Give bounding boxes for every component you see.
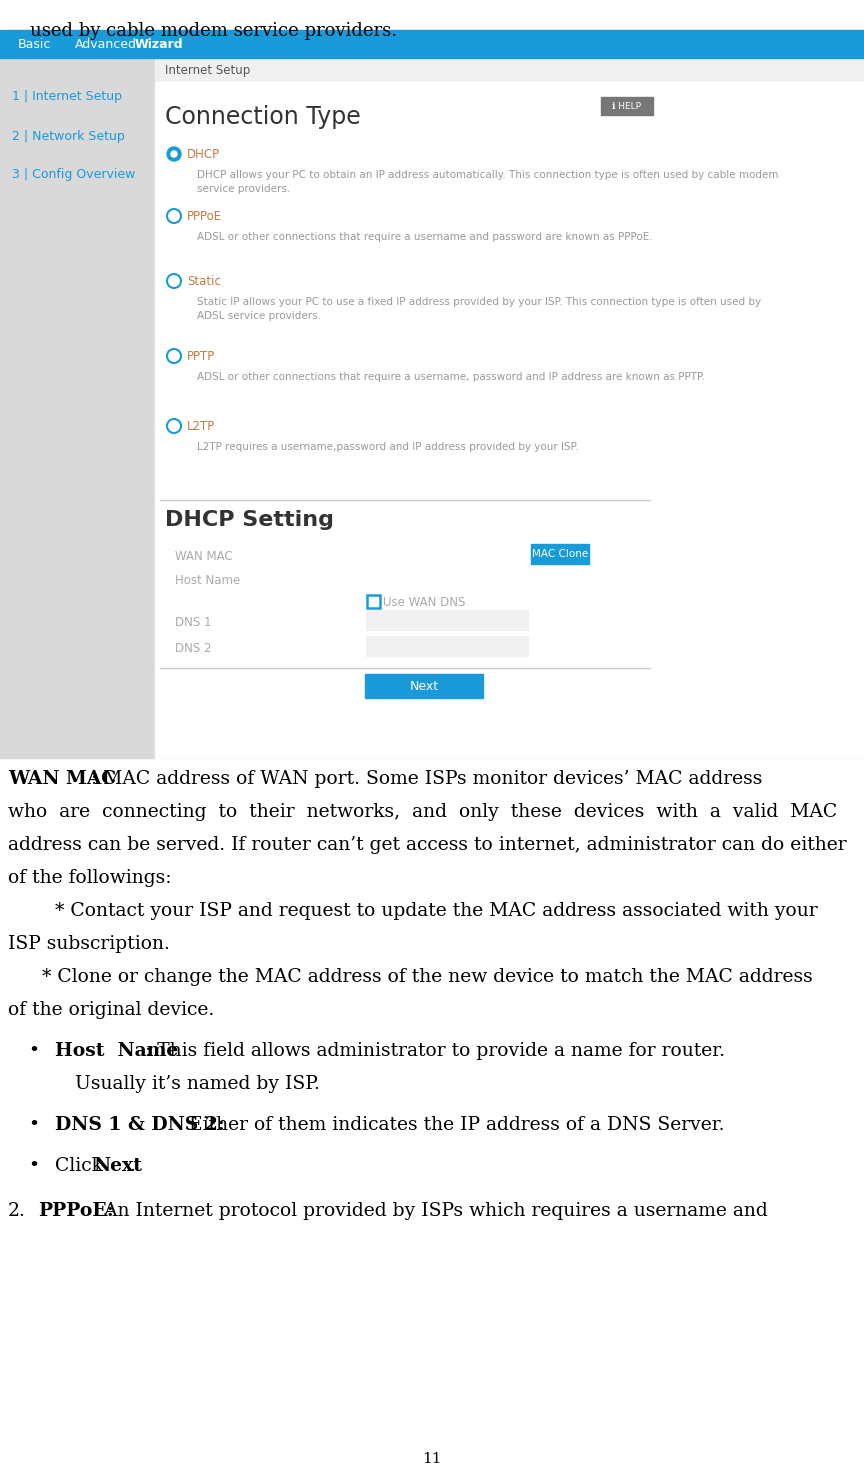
- Text: ADSL service providers.: ADSL service providers.: [197, 311, 321, 322]
- Text: Advanced: Advanced: [75, 38, 137, 50]
- Text: PPTP: PPTP: [187, 350, 215, 363]
- Text: Connection Type: Connection Type: [165, 104, 361, 129]
- Text: •: •: [28, 1042, 39, 1061]
- Bar: [366, 636, 528, 657]
- Text: service providers.: service providers.: [197, 184, 290, 194]
- Text: An Internet protocol provided by ISPs which requires a username and: An Internet protocol provided by ISPs wh…: [98, 1202, 768, 1219]
- Bar: [601, 97, 653, 115]
- Bar: [0, 57, 864, 758]
- Text: Usually it’s named by ISP.: Usually it’s named by ISP.: [75, 1075, 320, 1093]
- Text: ISP subscription.: ISP subscription.: [8, 934, 170, 953]
- Text: : MAC address of WAN port. Some ISPs monitor devices’ MAC address: : MAC address of WAN port. Some ISPs mon…: [91, 770, 762, 787]
- Text: DNS 1: DNS 1: [175, 616, 212, 629]
- Text: : This field allows administrator to provide a name for router.: : This field allows administrator to pro…: [145, 1042, 725, 1061]
- Text: Host  Name: Host Name: [55, 1042, 178, 1061]
- Text: Either of them indicates the IP address of a DNS Server.: Either of them indicates the IP address …: [183, 1116, 725, 1134]
- Text: PPPoE: PPPoE: [187, 210, 222, 222]
- Text: Static: Static: [187, 275, 221, 288]
- Bar: [365, 674, 483, 698]
- Text: Host Name: Host Name: [175, 573, 240, 586]
- Text: of the followings:: of the followings:: [8, 870, 171, 887]
- Text: Internet Setup: Internet Setup: [165, 63, 251, 76]
- Text: who  are  connecting  to  their  networks,  and  only  these  devices  with  a  : who are connecting to their networks, an…: [8, 804, 837, 821]
- Bar: [0, 57, 155, 758]
- Bar: [366, 569, 528, 588]
- Text: Static IP allows your PC to use a fixed IP address provided by your ISP. This co: Static IP allows your PC to use a fixed …: [197, 297, 761, 307]
- Text: Wizard: Wizard: [135, 38, 184, 50]
- Bar: [366, 544, 528, 564]
- Text: 1 | Internet Setup: 1 | Internet Setup: [12, 90, 122, 103]
- Bar: [366, 610, 528, 630]
- Text: ADSL or other connections that require a username, password and IP address are k: ADSL or other connections that require a…: [197, 372, 705, 382]
- Text: DHCP: DHCP: [187, 147, 220, 160]
- Text: 3 | Config Overview: 3 | Config Overview: [12, 167, 136, 181]
- Text: * Contact your ISP and request to update the MAC address associated with your: * Contact your ISP and request to update…: [55, 902, 817, 920]
- Text: Next: Next: [93, 1158, 142, 1175]
- Text: •: •: [28, 1116, 39, 1134]
- Text: Click: Click: [55, 1158, 109, 1175]
- Text: DNS 1 & DNS 2:: DNS 1 & DNS 2:: [55, 1116, 225, 1134]
- Text: address can be served. If router can’t get access to internet, administrator can: address can be served. If router can’t g…: [8, 836, 847, 853]
- Text: DHCP allows your PC to obtain an IP address automatically. This connection type : DHCP allows your PC to obtain an IP addr…: [197, 170, 778, 181]
- Bar: [531, 544, 589, 564]
- Bar: [367, 595, 380, 608]
- Text: L2TP: L2TP: [187, 420, 215, 432]
- Text: L2TP requires a username,password and IP address provided by your ISP.: L2TP requires a username,password and IP…: [197, 442, 579, 452]
- Text: Use WAN DNS: Use WAN DNS: [383, 595, 466, 608]
- Text: MAC Clone: MAC Clone: [532, 549, 588, 560]
- Circle shape: [167, 147, 181, 162]
- Text: * Clone or change the MAC address of the new device to match the MAC address: * Clone or change the MAC address of the…: [42, 968, 813, 986]
- Text: DNS 2: DNS 2: [175, 642, 212, 655]
- Text: 2 | Network Setup: 2 | Network Setup: [12, 129, 124, 142]
- Text: WAN MAC: WAN MAC: [8, 770, 116, 787]
- Text: ℹ HELP: ℹ HELP: [613, 101, 641, 110]
- Text: Next: Next: [410, 680, 439, 692]
- Text: •: •: [28, 1158, 39, 1175]
- Text: 2.: 2.: [8, 1202, 26, 1219]
- Text: 11: 11: [422, 1451, 442, 1466]
- Text: used by cable modem service providers.: used by cable modem service providers.: [30, 22, 397, 40]
- Text: Basic: Basic: [18, 38, 51, 50]
- Circle shape: [171, 151, 177, 157]
- Bar: [155, 57, 864, 82]
- Text: of the original device.: of the original device.: [8, 1000, 214, 1019]
- Text: PPPoE:: PPPoE:: [38, 1202, 114, 1219]
- Text: DHCP Setting: DHCP Setting: [165, 510, 334, 530]
- Text: .: .: [129, 1158, 135, 1175]
- Bar: [0, 29, 864, 57]
- Text: WAN MAC: WAN MAC: [175, 549, 232, 563]
- Bar: [155, 82, 864, 758]
- Text: ADSL or other connections that require a username and password are known as PPPo: ADSL or other connections that require a…: [197, 232, 652, 242]
